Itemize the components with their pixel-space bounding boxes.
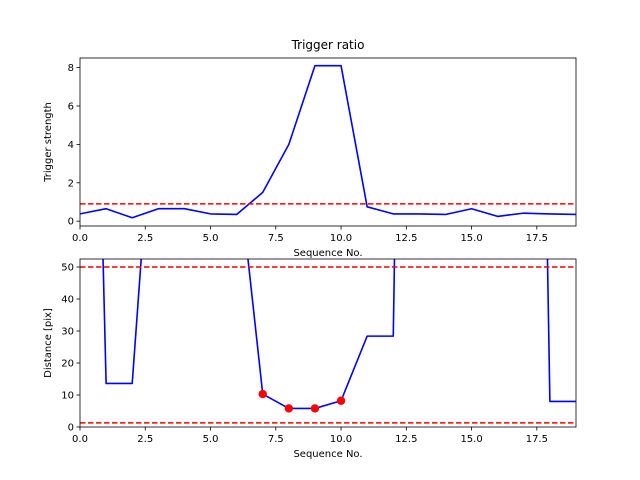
trigger-ratio-panel: 0.0 2.5 5.0 7.5 10.0 12.5 15.0 17.5 0 2 4 6 8 Sequenc… [43, 38, 577, 259]
x-tick-label: 17.5 [526, 434, 548, 445]
x-tick-label: 5.0 [203, 434, 219, 445]
y-tick-label: 2 [68, 178, 74, 189]
y-tick-label: 50 [61, 263, 74, 274]
x-tick-label: 5.0 [203, 233, 219, 244]
x-tick-label: 0.0 [72, 233, 88, 244]
data-point-marker [310, 404, 320, 413]
axes-frame [79, 258, 577, 428]
y-tick-label: 40 [61, 295, 74, 306]
plot-area [80, 64, 576, 219]
x-tick-label: 17.5 [526, 233, 548, 244]
x-axis-label: Sequence No. [293, 248, 362, 259]
x-axis-label: Sequence No. [293, 449, 362, 460]
plot-area [80, 259, 576, 424]
data-point-marker [258, 389, 267, 399]
y-tick-label: 8 [68, 63, 74, 74]
x-tick-label: 12.5 [395, 434, 417, 445]
x-tick-label: 0.0 [72, 434, 88, 445]
axes-frame [79, 57, 577, 227]
y-tick-label: 20 [61, 359, 74, 370]
x-tick-label: 10.0 [330, 434, 352, 445]
plot-background [80, 259, 576, 427]
x-tick-label: 10.0 [330, 233, 352, 244]
y-tick-label: 4 [68, 140, 74, 151]
x-tick-label: 7.5 [268, 233, 284, 244]
x-tick-label: 7.5 [268, 434, 284, 445]
y-tick-label: 10 [61, 391, 74, 402]
data-point-marker [336, 396, 346, 405]
x-tick-label: 15.0 [460, 233, 482, 244]
data-point-marker [284, 404, 294, 413]
x-tick-label: 2.5 [137, 233, 153, 244]
x-tick-label: 15.0 [460, 434, 482, 445]
y-tick-label: 0 [68, 423, 74, 434]
y-tick-label: 0 [68, 217, 74, 228]
y-axis-label: Distance [pix] [43, 308, 54, 378]
x-tick-label: 12.5 [395, 233, 417, 244]
distance-panel: 0.0 2.5 5.0 7.5 10.0 12.5 15.0 17.5 0 10 20 30 40 50 S… [43, 258, 577, 460]
chart-title: Trigger ratio [291, 38, 365, 52]
series-line-0 [80, 64, 576, 219]
y-tick-label: 6 [68, 102, 74, 113]
y-tick-label: 30 [61, 327, 74, 338]
y-axis-label: Trigger strength [43, 102, 54, 183]
x-tick-label: 2.5 [137, 434, 153, 445]
